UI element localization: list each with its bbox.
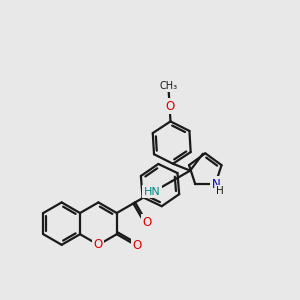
Text: O: O — [94, 238, 103, 251]
Text: O: O — [165, 100, 174, 112]
Text: O: O — [142, 216, 151, 229]
Text: H: H — [216, 186, 224, 196]
Text: HN: HN — [144, 187, 160, 197]
Text: O: O — [133, 239, 142, 253]
Text: N: N — [212, 178, 220, 191]
Text: CH₃: CH₃ — [159, 81, 177, 91]
